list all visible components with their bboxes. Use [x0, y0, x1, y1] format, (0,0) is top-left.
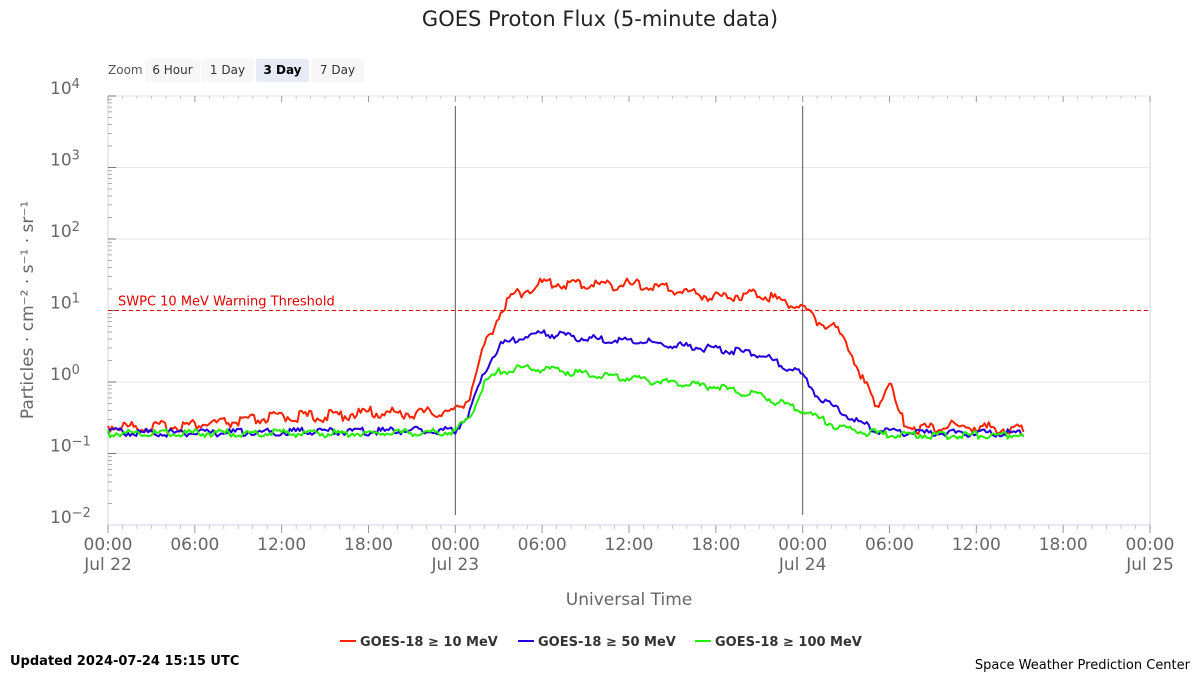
legend-item[interactable]: GOES-18 ≥ 50 MeV — [518, 635, 676, 650]
zoom-button-bg — [201, 59, 254, 82]
y-tick-base: 10 — [50, 151, 72, 171]
x-tick-date: Jul 23 — [431, 555, 480, 575]
series-line — [107, 364, 1025, 440]
legend-item[interactable]: GOES-18 ≥ 100 MeV — [695, 635, 862, 650]
zoom-button-label: 3 Day — [263, 63, 301, 77]
x-tick-time: 12:00 — [605, 535, 654, 555]
series-line — [107, 277, 1025, 436]
x-tick-time: 00:00 — [431, 535, 480, 555]
y-tick-base: 10 — [50, 294, 72, 314]
y-tick-label: 104 — [50, 77, 80, 99]
y-axis-title: Particles · cm⁻² · s⁻¹ · sr⁻¹ — [18, 201, 38, 419]
y-tick-base: 10 — [50, 222, 72, 242]
x-tick-time: 12:00 — [257, 535, 306, 555]
x-tick-time: 18:00 — [1039, 535, 1088, 555]
legend-label: GOES-18 ≥ 100 MeV — [715, 635, 862, 650]
zoom-buttons: 6 Hour 1 Day 3 Day 7 Day — [145, 59, 364, 82]
x-tick-time: 06:00 — [518, 535, 567, 555]
y-tick-base: 10 — [50, 79, 72, 99]
x-tick-date: Jul 22 — [83, 555, 132, 575]
y-tick-base: 10 — [50, 508, 72, 528]
y-tick-exponent: −2 — [72, 506, 91, 521]
series-line — [107, 329, 1024, 438]
y-tick-label: 103 — [50, 149, 80, 171]
y-tick-exponent: −1 — [72, 435, 91, 450]
x-tick-time: 12:00 — [952, 535, 1001, 555]
zoom-button-6-hour[interactable]: 6 Hour — [145, 59, 200, 82]
x-tick-time: 00:00 — [1126, 535, 1175, 555]
y-tick-label: 102 — [50, 220, 80, 242]
chart-title: GOES Proton Flux (5-minute data) — [422, 7, 778, 31]
x-tick-date: Jul 25 — [1125, 555, 1174, 575]
zoom-button-bg — [311, 59, 364, 82]
y-tick-base: 10 — [50, 437, 72, 457]
updated-timestamp: Updated 2024-07-24 15:15 UTC — [10, 654, 239, 669]
x-tick-time: 06:00 — [170, 535, 219, 555]
x-tick-time: 06:00 — [865, 535, 914, 555]
zoom-button-7-day[interactable]: 7 Day — [311, 59, 364, 82]
y-tick-label: 101 — [50, 292, 80, 314]
zoom-button-label: 1 Day — [210, 63, 245, 77]
zoom-button-bg — [145, 59, 200, 82]
x-tick-time: 18:00 — [691, 535, 740, 555]
zoom-label: Zoom — [108, 63, 143, 77]
x-tick-time: 00:00 — [778, 535, 827, 555]
legend-label: GOES-18 ≥ 50 MeV — [538, 635, 676, 650]
x-tick-time: 00:00 — [84, 535, 133, 555]
zoom-button-bg — [256, 59, 309, 82]
zoom-button-3-day[interactable]: 3 Day — [256, 59, 309, 82]
y-tick-label: 10−1 — [50, 435, 91, 457]
threshold-label: SWPC 10 MeV Warning Threshold — [118, 295, 335, 310]
y-tick-label: 100 — [50, 363, 80, 385]
y-tick-base: 10 — [50, 365, 72, 385]
zoom-button-label: 6 Hour — [152, 63, 192, 77]
y-tick-label: 10−2 — [50, 506, 91, 528]
x-axis-title: Universal Time — [566, 590, 692, 610]
zoom-button-1-day[interactable]: 1 Day — [201, 59, 254, 82]
y-tick-exponent: 2 — [72, 220, 80, 235]
x-tick-time: 18:00 — [344, 535, 393, 555]
x-tick-date: Jul 24 — [778, 555, 827, 575]
legend-label: GOES-18 ≥ 10 MeV — [360, 635, 498, 650]
zoom-button-label: 7 Day — [320, 63, 355, 77]
y-tick-exponent: 4 — [72, 77, 80, 92]
y-tick-exponent: 1 — [72, 292, 80, 307]
y-tick-exponent: 3 — [72, 149, 80, 164]
legend-item[interactable]: GOES-18 ≥ 10 MeV — [340, 635, 498, 650]
credit-text: Space Weather Prediction Center — [975, 658, 1191, 673]
y-tick-exponent: 0 — [72, 363, 80, 378]
